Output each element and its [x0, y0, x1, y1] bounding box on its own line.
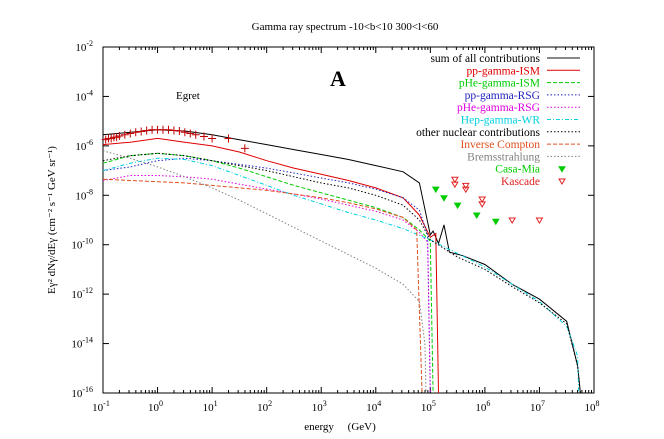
x-axis-label: energy (GeV): [304, 421, 376, 433]
legend: sum of all contributionspp-gamma-ISMpHe-…: [416, 53, 580, 188]
x-tick-label: 102: [257, 399, 272, 414]
marker-kascade: [508, 217, 517, 224]
y-tick-label: 10-2: [75, 39, 93, 54]
marker-egret: [186, 129, 195, 138]
marker-egret: [115, 131, 124, 140]
marker-egret: [224, 134, 233, 143]
legend-label: Bremsstrahlung: [467, 151, 540, 163]
legend-label: Hep-gamma-WR: [461, 115, 541, 127]
legend-label: pHe-gamma-RSG: [457, 102, 540, 114]
x-tick-label: 108: [585, 399, 600, 414]
marker-egret: [126, 129, 135, 138]
annotation-egret: Egret: [176, 90, 200, 102]
x-tick-label: 10-1: [92, 399, 110, 414]
x-tick-label: 103: [312, 399, 327, 414]
x-tick-label: 106: [475, 399, 490, 414]
series-line-hep-gamma-wr: [102, 157, 580, 394]
series-line-phe-gamma-rsg: [102, 175, 431, 394]
y-tick-label: 10-10: [71, 237, 93, 252]
legend-label: pp-gamma-RSG: [465, 90, 540, 102]
legend-label: Kascade: [501, 176, 540, 188]
y-tick-label: 10-14: [71, 336, 93, 351]
panel-label: A: [330, 66, 346, 91]
marker-kascade: [478, 201, 487, 208]
x-tick-labels: 10-1 100 101 102 103 104 105 106 107 108: [92, 399, 599, 414]
marker-egret: [191, 130, 200, 139]
marker-kascade: [535, 217, 544, 224]
x-tick-label: 100: [148, 399, 163, 414]
marker-kascade: [461, 186, 470, 194]
markers-group: [101, 125, 544, 226]
x-tick-label: 105: [421, 399, 436, 414]
marker-kascade: [461, 182, 470, 190]
marker-casa-mia: [472, 212, 481, 220]
axis-ticks: [102, 46, 595, 394]
series-line-phe-gamma-ism: [102, 152, 434, 394]
plot-frame: [102, 46, 595, 394]
marker-kascade: [478, 196, 487, 203]
y-axis-label: Eγ² dNγ/dEγ (cm⁻² s⁻¹ GeV sr⁻¹): [46, 146, 58, 294]
legend-swatch: [558, 178, 566, 185]
marker-egret: [131, 128, 140, 137]
y-tick-label: 10-12: [71, 286, 93, 301]
marker-casa-mia: [431, 186, 440, 194]
legend-label: Casa-Mia: [495, 164, 540, 176]
legend-label: Inverse Compton: [460, 139, 540, 151]
marker-kascade: [450, 181, 459, 189]
marker-kascade: [450, 176, 459, 184]
legend-label: pHe-gamma-ISM: [459, 78, 540, 90]
marker-egret: [180, 128, 189, 137]
x-tick-label: 107: [530, 399, 545, 414]
y-tick-label: 10-8: [75, 187, 93, 202]
legend-label: pp-gamma-ISM: [467, 65, 540, 77]
marker-egret: [208, 134, 217, 143]
series-line-bremsstrahlung: [102, 150, 427, 394]
y-tick-label: 10-4: [75, 88, 93, 103]
marker-egret: [175, 127, 184, 136]
y-tick-labels: 10-2 10-4 10-6 10-8 10-10 10-12 10-14 10-16: [71, 39, 93, 400]
legend-swatch: [558, 166, 566, 173]
legend-label: other nuclear contributions: [416, 127, 540, 139]
series-line-inverse-compton: [102, 178, 423, 394]
marker-egret: [120, 130, 129, 139]
series-line-pp-gamma-rsg: [102, 157, 431, 394]
marker-casa-mia: [453, 202, 462, 210]
x-tick-label: 104: [366, 399, 381, 414]
marker-egret: [240, 144, 249, 153]
marker-egret: [164, 125, 173, 134]
marker-casa-mia: [440, 195, 448, 202]
series-line-pp-gamma-ism: [102, 137, 439, 394]
x-tick-label: 101: [203, 399, 218, 414]
y-tick-label: 10-6: [75, 138, 93, 153]
series-group: [102, 129, 581, 394]
marker-egret: [142, 126, 151, 135]
series-line-other-nuclear-contributions: [102, 152, 581, 394]
marker-egret: [137, 127, 146, 136]
y-tick-label: 10-16: [71, 385, 93, 400]
marker-egret: [199, 132, 208, 141]
marker-casa-mia: [491, 218, 500, 226]
legend-label: sum of all contributions: [430, 53, 540, 65]
chart-title: Gamma ray spectrum -10<b<10 300<l<60: [252, 21, 439, 33]
